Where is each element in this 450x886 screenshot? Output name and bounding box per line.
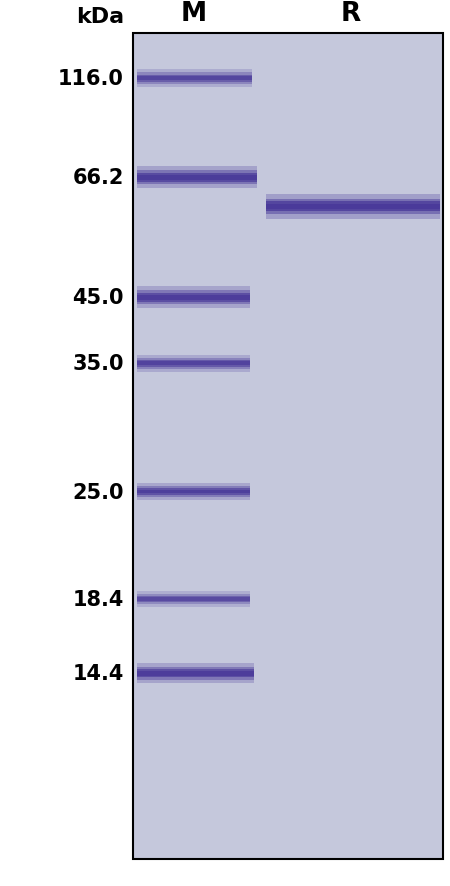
Bar xyxy=(137,483,250,501)
Text: 45.0: 45.0 xyxy=(72,288,124,308)
Bar xyxy=(137,488,250,495)
Bar xyxy=(137,77,252,81)
Bar xyxy=(137,293,250,302)
Bar xyxy=(137,490,250,494)
Text: 116.0: 116.0 xyxy=(58,69,124,89)
Bar xyxy=(266,195,440,219)
Bar xyxy=(137,358,250,369)
Bar xyxy=(137,596,250,602)
Text: kDa: kDa xyxy=(76,6,124,27)
Text: 35.0: 35.0 xyxy=(72,354,124,374)
Bar xyxy=(133,34,443,859)
Bar xyxy=(137,171,256,185)
Bar xyxy=(137,486,250,498)
Bar xyxy=(137,74,252,85)
Bar xyxy=(266,202,440,212)
Bar xyxy=(137,595,250,604)
Bar xyxy=(137,667,254,680)
Bar xyxy=(137,592,250,607)
Bar xyxy=(137,287,250,309)
Bar xyxy=(137,75,252,82)
Bar xyxy=(137,361,250,368)
Text: M: M xyxy=(180,1,207,27)
Text: 18.4: 18.4 xyxy=(72,589,124,610)
Bar xyxy=(137,672,254,676)
Bar xyxy=(137,70,252,88)
Bar xyxy=(137,597,250,601)
Text: R: R xyxy=(341,1,361,27)
Bar xyxy=(137,295,250,300)
Bar xyxy=(137,664,254,684)
Bar xyxy=(137,175,256,181)
Bar xyxy=(266,205,440,210)
Bar xyxy=(137,362,250,366)
Bar xyxy=(137,355,250,373)
Bar xyxy=(137,167,256,190)
Bar xyxy=(137,670,254,678)
Bar xyxy=(137,291,250,305)
Bar xyxy=(266,199,440,215)
Text: 14.4: 14.4 xyxy=(72,664,124,684)
Text: 66.2: 66.2 xyxy=(72,168,124,188)
Bar xyxy=(137,174,256,183)
Text: 25.0: 25.0 xyxy=(72,482,124,502)
